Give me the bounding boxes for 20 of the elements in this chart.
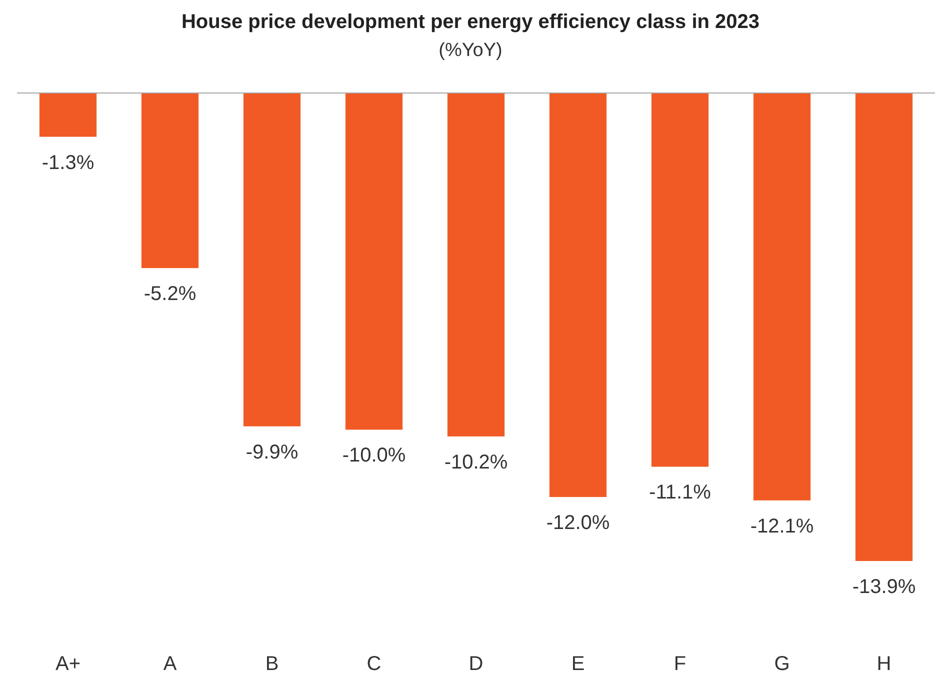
- data-label: -9.9%: [246, 441, 298, 464]
- data-label: -11.1%: [649, 482, 712, 504]
- x-tick-label: G: [774, 653, 790, 675]
- x-tick-label: B: [265, 653, 279, 675]
- chart-subtitle: (%YoY): [438, 40, 502, 61]
- x-tick-label: A: [163, 653, 178, 675]
- data-label: -12.1%: [750, 515, 814, 538]
- data-label: -10.0%: [342, 444, 406, 467]
- x-tick-label: H: [876, 653, 892, 675]
- x-tick-label: E: [571, 653, 585, 675]
- x-tick-label: A+: [55, 653, 81, 675]
- x-tick-label: C: [366, 653, 382, 675]
- x-tick-label: D: [468, 653, 484, 675]
- chart-title: House price development per energy efficiency class in 2023: [181, 11, 760, 33]
- data-label: -5.2%: [144, 283, 196, 306]
- data-label: -1.3%: [42, 152, 94, 174]
- x-tick-label: F: [674, 653, 686, 675]
- data-label: -10.2%: [444, 451, 508, 474]
- data-label: -13.9%: [852, 576, 916, 598]
- data-label: -12.0%: [546, 512, 610, 534]
